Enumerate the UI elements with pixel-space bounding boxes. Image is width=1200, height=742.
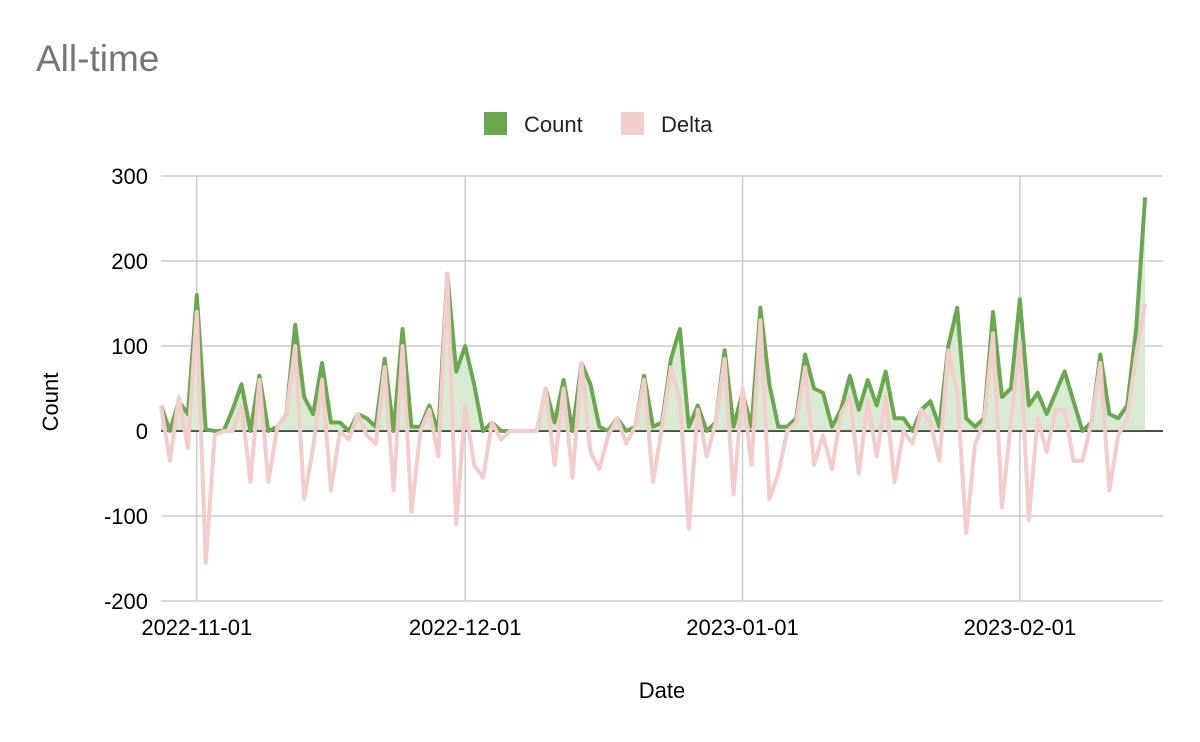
x-axis-label: Date [639,678,685,703]
y-tick-label: -200 [104,589,148,614]
series-layer [159,197,1163,565]
legend-label-delta: Delta [661,112,713,137]
y-tick-labels: -200 -100 0 100 200 300 [104,164,148,614]
x-tick-label: 2022-12-01 [409,615,522,640]
x-tick-label: 2022-11-01 [141,615,252,640]
x-tick-label: 2023-02-01 [964,615,1077,640]
y-tick-label: 0 [136,419,148,444]
legend-swatch-count [484,112,507,135]
legend[interactable]: Count Delta [484,112,713,137]
series-count-line [159,197,1148,433]
y-axis-label: Count [38,373,63,432]
legend-swatch-delta [621,112,644,135]
series-delta-line [159,271,1148,565]
series-count-area [161,197,1146,431]
y-tick-label: 300 [111,164,148,189]
x-tick-labels: 2022-11-01 2022-12-01 2023-01-01 2023-02-01 [141,615,1076,640]
y-tick-label: 200 [111,249,148,274]
x-tick-label: 2023-01-01 [686,615,799,640]
legend-item-delta[interactable]: Delta [621,112,713,137]
chart-title: All-time [36,38,160,79]
legend-label-count: Count [524,112,583,137]
legend-item-count[interactable]: Count [484,112,583,137]
y-tick-label: -100 [104,504,148,529]
y-tick-label: 100 [111,334,148,359]
